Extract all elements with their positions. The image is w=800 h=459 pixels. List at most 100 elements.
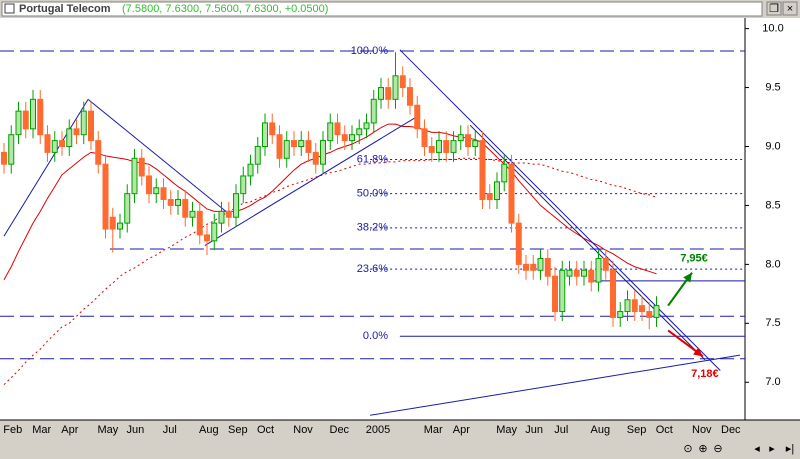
candle-body bbox=[117, 222, 123, 230]
candle-body bbox=[15, 110, 22, 136]
candle-body bbox=[167, 199, 174, 206]
x-tick-label: Mar bbox=[424, 424, 443, 436]
y-tick-label: 8.0 bbox=[765, 258, 780, 270]
candle-body bbox=[175, 199, 181, 206]
candle-body bbox=[602, 257, 609, 271]
level-label: 100.0% bbox=[351, 45, 389, 57]
candle-body bbox=[153, 187, 160, 195]
arrow-head bbox=[683, 272, 693, 283]
candle-body bbox=[269, 122, 276, 136]
x-tick-label: Nov bbox=[692, 424, 712, 436]
candle-body bbox=[356, 128, 363, 136]
candle-body bbox=[182, 199, 189, 218]
scroll-right[interactable]: ▸ bbox=[769, 443, 775, 455]
restore-button[interactable] bbox=[766, 1, 782, 16]
candle-body bbox=[218, 210, 225, 224]
candle-body bbox=[1, 151, 7, 165]
candle-body bbox=[588, 269, 595, 283]
candle-body bbox=[73, 128, 80, 136]
candle-body bbox=[109, 216, 116, 230]
close-button[interactable] bbox=[782, 1, 798, 16]
x-tick-label: Dec bbox=[721, 424, 741, 436]
tool-button[interactable]: ⊙ bbox=[683, 443, 692, 455]
x-tick-label: Oct bbox=[257, 424, 274, 436]
y-tick-label: 7.5 bbox=[765, 317, 780, 329]
candle-body bbox=[472, 140, 479, 147]
candle-body bbox=[631, 299, 638, 313]
candle-body bbox=[370, 98, 377, 124]
candle-body bbox=[515, 222, 522, 265]
candle-body bbox=[88, 110, 94, 142]
candle-body bbox=[305, 140, 312, 153]
candle-body bbox=[399, 75, 406, 89]
x-tick-label: Jun bbox=[525, 424, 543, 436]
candle-body bbox=[44, 134, 51, 153]
y-tick-label: 9.5 bbox=[765, 81, 780, 93]
candle-body bbox=[653, 305, 660, 318]
x-tick-label: Apr bbox=[453, 424, 470, 436]
x-tick-label: Feb bbox=[3, 424, 22, 436]
y-tick-label: 8.5 bbox=[765, 199, 780, 211]
candle-body bbox=[66, 128, 73, 147]
candle-body bbox=[508, 163, 515, 224]
candle-body bbox=[414, 104, 421, 130]
candle-body bbox=[530, 263, 537, 271]
trend-line bbox=[3, 99, 89, 237]
candle-body bbox=[334, 122, 341, 136]
candle-body bbox=[291, 140, 297, 147]
candle-body bbox=[298, 140, 305, 147]
x-tick-label: Aug bbox=[591, 424, 611, 436]
candle-body bbox=[581, 269, 587, 277]
price-axis-area bbox=[745, 18, 800, 420]
x-tick-label: Aug bbox=[199, 424, 219, 436]
y-tick-label: 10.0 bbox=[762, 23, 783, 35]
tool-button[interactable]: ⊖ bbox=[713, 443, 722, 455]
candle-body bbox=[341, 134, 348, 142]
candle-body bbox=[428, 145, 435, 153]
x-tick-label: Mar bbox=[32, 424, 51, 436]
moving-average bbox=[3, 123, 657, 280]
candle-body bbox=[8, 134, 15, 165]
scroll-end[interactable]: ▸| bbox=[786, 443, 794, 455]
candle-body bbox=[610, 269, 616, 318]
tool-button[interactable]: ⊕ bbox=[698, 443, 707, 455]
candle-body bbox=[225, 210, 232, 218]
x-tick-label: May bbox=[98, 424, 119, 436]
candle-body bbox=[501, 163, 508, 183]
scroll-left[interactable]: ◂ bbox=[754, 443, 760, 455]
candle-body bbox=[131, 157, 138, 195]
y-tick-label: 7.0 bbox=[765, 376, 780, 388]
candle-body bbox=[196, 210, 203, 236]
x-tick-label: Oct bbox=[656, 424, 673, 436]
x-tick-label: Sep bbox=[228, 424, 248, 436]
candle-body bbox=[624, 299, 631, 313]
candle-body bbox=[573, 269, 580, 277]
quote-values: (7.5800, 7.6300, 7.5600, 7.6300, +0.0500… bbox=[122, 3, 328, 15]
window-icon bbox=[4, 3, 15, 14]
x-tick-label: Sep bbox=[627, 424, 647, 436]
x-tick-label: Jun bbox=[127, 424, 145, 436]
x-tick-label: Nov bbox=[293, 424, 313, 436]
chart-title: Portugal Telecom bbox=[19, 3, 111, 15]
x-tick-label: May bbox=[496, 424, 517, 436]
toolbar: ⊙ ⊕ ⊖ ◂ ▸ ▸| bbox=[683, 443, 794, 455]
candle-body bbox=[450, 140, 457, 153]
trend-line bbox=[370, 354, 740, 416]
moving-average bbox=[3, 157, 657, 385]
candle-body bbox=[160, 187, 167, 201]
candle-body bbox=[204, 234, 210, 242]
candle-body bbox=[479, 140, 486, 201]
candle-body bbox=[80, 110, 87, 136]
candle-body bbox=[443, 140, 450, 153]
candle-body bbox=[327, 122, 334, 142]
candle-body bbox=[617, 311, 624, 318]
arrow-head bbox=[693, 347, 703, 357]
x-tick-label: Jul bbox=[554, 424, 568, 436]
candle-body bbox=[22, 110, 29, 130]
x-tick-label: Dec bbox=[330, 424, 350, 436]
candle-body bbox=[494, 181, 500, 201]
candle-body bbox=[211, 222, 218, 242]
candle-body bbox=[189, 210, 196, 218]
candle-body bbox=[233, 193, 239, 218]
